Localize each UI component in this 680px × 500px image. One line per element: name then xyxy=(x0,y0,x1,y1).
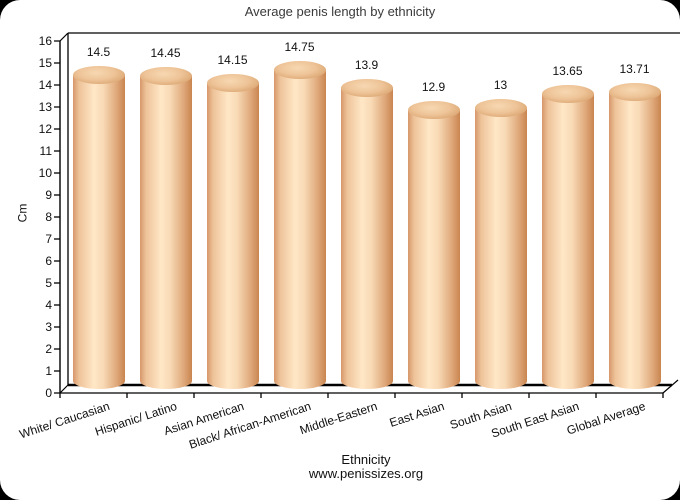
bar-value-label: 14.75 xyxy=(284,39,315,54)
cylinder-body xyxy=(273,69,326,389)
cylinder-cap xyxy=(474,99,527,117)
cylinder-cap xyxy=(273,60,326,79)
bar-value-label: 12.9 xyxy=(421,80,446,95)
cylinder-body xyxy=(541,93,594,389)
cylinder-bar xyxy=(273,60,326,389)
cylinder-cap xyxy=(340,79,393,98)
chart-title: Average penis length by ethnicity xyxy=(244,4,436,19)
y-tick-label: 2 xyxy=(45,342,52,356)
bar-value-label: 13.65 xyxy=(552,63,583,78)
x-axis-label: Ethnicity xyxy=(341,452,391,467)
cylinder-cap xyxy=(608,83,661,102)
y-tick-label: 14 xyxy=(38,78,52,92)
y-tick-label: 13 xyxy=(38,100,52,114)
y-tick-label: 4 xyxy=(45,298,52,312)
bar-value-label: 14.15 xyxy=(217,52,248,67)
cylinder-body xyxy=(206,82,259,389)
cylinder-bar xyxy=(474,99,527,389)
cylinder-bar xyxy=(608,83,661,389)
cylinder-body xyxy=(474,108,527,389)
bar-value-label: 13 xyxy=(493,78,508,92)
cylinder-bar xyxy=(407,101,460,389)
y-tick-label: 5 xyxy=(45,276,52,290)
cylinder-bar xyxy=(206,73,259,389)
cylinder-cap xyxy=(139,67,192,86)
cylinder-body xyxy=(608,92,661,389)
cylinder-body xyxy=(340,88,393,389)
y-tick-label: 6 xyxy=(45,254,52,268)
bar-value-label: 14.45 xyxy=(150,46,181,61)
cylinder-body xyxy=(139,76,192,389)
y-tick-label: 10 xyxy=(38,166,52,180)
y-tick-label: 12 xyxy=(38,122,52,136)
y-tick-label: 16 xyxy=(38,34,52,48)
bar-value-label: 13.71 xyxy=(619,62,650,77)
cylinder-bar xyxy=(139,67,192,389)
cylinder-bar xyxy=(340,79,393,389)
y-tick-label: 3 xyxy=(45,320,52,334)
cylinder-cap xyxy=(72,66,125,84)
y-tick-label: 9 xyxy=(45,188,52,202)
y-tick-label: 7 xyxy=(45,232,52,246)
bar-value-label: 14.5 xyxy=(86,45,111,59)
cylinder-body xyxy=(407,110,460,389)
cylinder-cap xyxy=(541,84,594,103)
cylinder-bar xyxy=(541,84,594,389)
y-tick-label: 0 xyxy=(45,386,52,400)
cylinder-body xyxy=(72,75,125,389)
y-axis-label: Cm xyxy=(15,203,30,223)
y-tick-label: 8 xyxy=(45,210,52,224)
bar-value-label: 13.9 xyxy=(354,58,379,73)
y-tick-label: 11 xyxy=(39,144,52,158)
y-tick-label: 15 xyxy=(38,56,52,70)
cylinder-cap xyxy=(206,73,259,92)
source-url: www.penissizes.org xyxy=(308,466,424,481)
cylinder-cap xyxy=(407,101,460,120)
y-tick-label: 1 xyxy=(45,364,52,378)
cylinder-bar xyxy=(72,66,125,389)
